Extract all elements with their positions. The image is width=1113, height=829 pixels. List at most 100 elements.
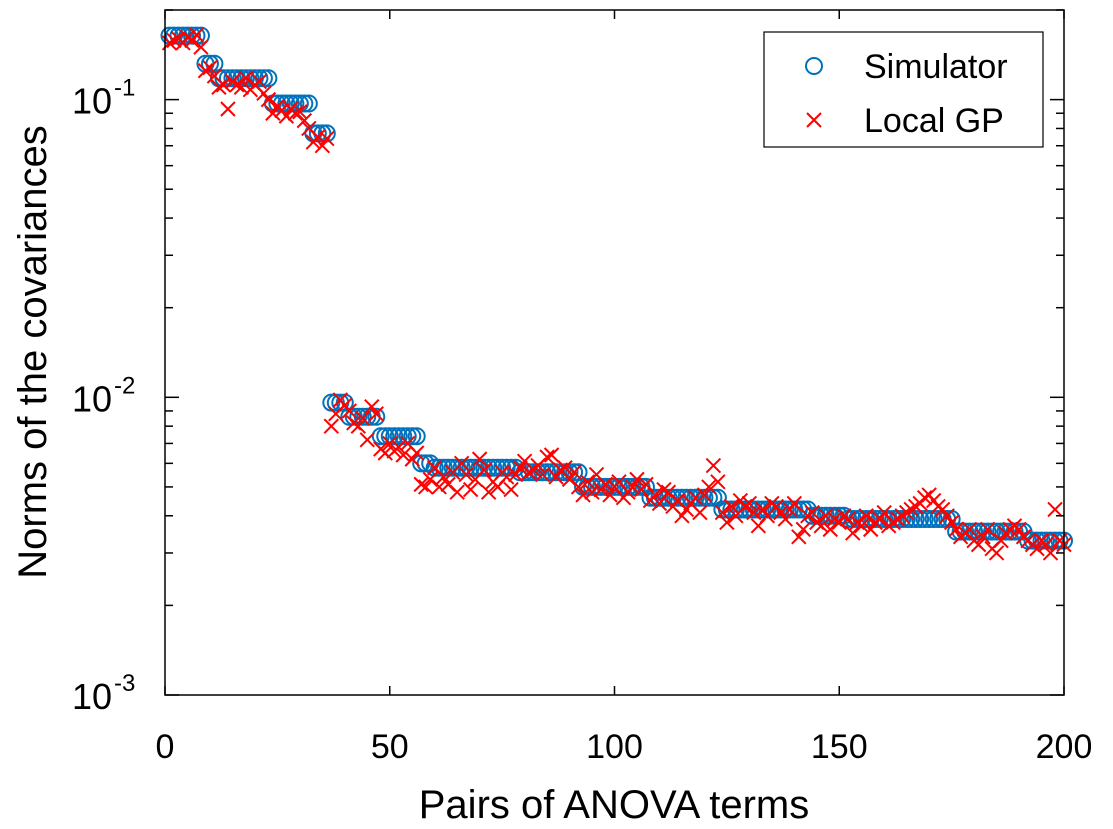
local-gp-point [449, 484, 465, 500]
x-stroke [440, 476, 456, 493]
local-gp-point [462, 481, 479, 498]
x-stroke [296, 112, 313, 129]
local-gp-point [575, 487, 591, 503]
local-gp-point [741, 495, 758, 512]
simulator-point [686, 488, 705, 507]
x-stroke [435, 469, 452, 485]
local-gp-point [431, 479, 447, 495]
simulator-point [915, 510, 934, 529]
x-stroke [777, 511, 794, 527]
x-stroke [602, 487, 618, 503]
simulator-point [394, 427, 413, 446]
x-stroke [193, 39, 209, 55]
local-gp-point [723, 498, 740, 515]
simulator-point [906, 510, 925, 529]
local-gp-point [561, 471, 578, 488]
local-gp-point [737, 498, 753, 515]
local-gp-point [188, 27, 205, 43]
local-gp-point [220, 101, 236, 117]
simulator-point [407, 427, 426, 446]
x-tick-label: 150 [811, 728, 868, 766]
local-gp-point [651, 495, 668, 512]
x-stroke [988, 545, 1005, 561]
local-gp-point [948, 521, 964, 538]
local-gp-point [368, 406, 384, 422]
simulator-point [223, 69, 242, 88]
x-stroke [462, 481, 479, 498]
y-tick-label: 10 [72, 378, 112, 419]
local-gp-point [296, 112, 313, 129]
x-stroke [359, 432, 375, 448]
x-stroke [516, 453, 533, 469]
local-gp-point [458, 466, 474, 483]
x-stroke [993, 532, 1009, 549]
local-gp-point [197, 63, 214, 79]
local-gp-point [674, 508, 690, 524]
simulator-point [758, 500, 777, 519]
x-stroke [930, 498, 946, 515]
simulator-point [735, 500, 754, 519]
simulator-point [565, 463, 584, 482]
x-stroke [418, 479, 434, 495]
x-stroke [382, 435, 398, 452]
x-stroke [1038, 536, 1054, 553]
x-stroke [1047, 501, 1063, 518]
local-gp-point [193, 39, 209, 55]
local-gp-point [503, 481, 519, 498]
x-stroke [629, 471, 645, 488]
x-stroke [566, 464, 582, 480]
x-stroke [840, 511, 856, 527]
x-stroke [476, 462, 492, 478]
local-gp-point [265, 105, 281, 121]
local-gp-point [786, 495, 803, 512]
simulator-point [182, 26, 201, 45]
legend-simulator-label: Simulator [864, 48, 1008, 86]
local-gp-point [970, 536, 987, 553]
local-gp-point [579, 474, 596, 490]
x-stroke [197, 63, 214, 79]
local-gp-point [543, 447, 560, 463]
x-stroke [413, 476, 429, 493]
x-stroke [471, 451, 488, 467]
x-stroke [251, 73, 268, 90]
x-stroke [701, 479, 717, 495]
local-gp-point [512, 460, 528, 476]
x-stroke [795, 521, 811, 538]
simulator-point [704, 488, 723, 507]
x-stroke [480, 484, 497, 500]
local-gp-point [773, 504, 789, 521]
x-stroke [638, 476, 654, 493]
simulator-point [812, 506, 831, 525]
x-stroke [831, 514, 847, 531]
simulator-point [875, 510, 894, 529]
simulator-point [389, 427, 408, 446]
x-stroke [570, 479, 587, 495]
x-stroke [903, 501, 919, 518]
local-gp-point [696, 487, 713, 503]
local-gp-point [961, 521, 978, 538]
x-stroke [166, 32, 182, 49]
x-stroke [575, 487, 591, 503]
x-stroke [979, 521, 996, 538]
x-stroke [323, 418, 340, 434]
local-gp-point [943, 514, 960, 531]
y-tick-exponent: -2 [114, 372, 135, 399]
x-stroke [588, 466, 605, 483]
x-stroke [503, 481, 519, 498]
x-stroke [319, 130, 335, 147]
x-stroke [764, 495, 780, 512]
local-gp-point [391, 439, 407, 455]
local-gp-point [687, 489, 704, 506]
simulator-point [250, 69, 269, 88]
x-stroke [876, 504, 892, 521]
x-stroke [1029, 541, 1045, 557]
local-gp-point [471, 451, 488, 467]
local-gp-point [323, 418, 340, 434]
local-gp-point [714, 504, 731, 521]
x-stroke [647, 487, 663, 503]
x-stroke [854, 518, 870, 534]
simulator-point [403, 427, 422, 446]
x-stroke [355, 410, 371, 427]
local-gp-point [858, 508, 874, 524]
x-tick-label: 50 [371, 728, 409, 766]
